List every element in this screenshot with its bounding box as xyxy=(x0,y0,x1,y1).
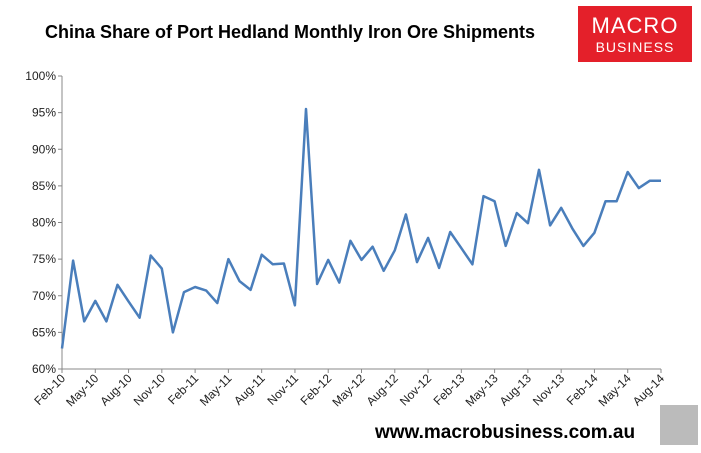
y-tick-label: 70% xyxy=(32,289,56,303)
logo-text: BUSINESS xyxy=(596,39,675,55)
y-tick-label: 85% xyxy=(32,179,56,193)
chart-title: China Share of Port Hedland Monthly Iron… xyxy=(45,22,535,42)
data-line xyxy=(60,107,661,349)
logo-text: MACRO xyxy=(592,13,679,38)
y-tick-label: 80% xyxy=(32,216,56,230)
y-tick-label: 100% xyxy=(25,69,56,83)
y-tick-label: 60% xyxy=(32,362,56,376)
y-tick-label: 65% xyxy=(32,325,56,339)
wolf-icon xyxy=(660,405,698,445)
y-tick-label: 95% xyxy=(32,106,56,120)
y-tick-label: 75% xyxy=(32,252,56,266)
logo-box xyxy=(578,6,692,62)
y-tick-label: 90% xyxy=(32,142,56,156)
footer-url: www.macrobusiness.com.au xyxy=(374,422,635,443)
